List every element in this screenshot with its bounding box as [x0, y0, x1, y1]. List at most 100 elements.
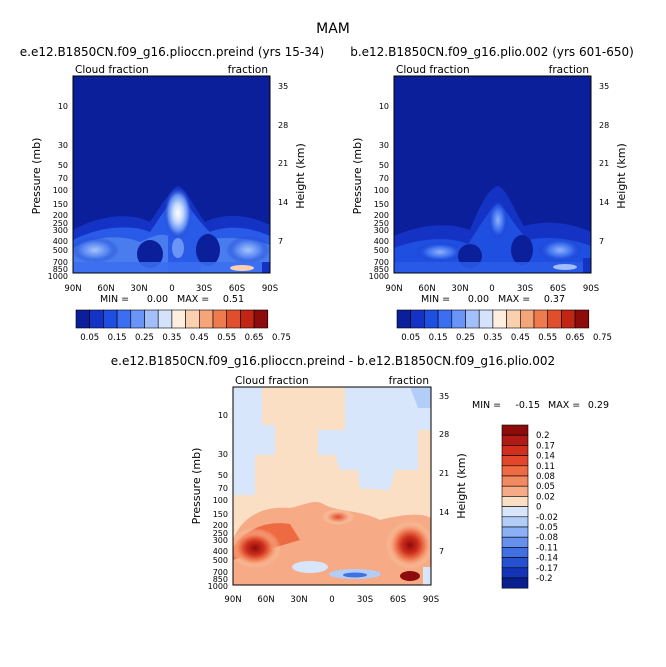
- colorbar-label: 0.08: [536, 472, 555, 482]
- panel-3-x-tick: 30N: [290, 595, 307, 605]
- panel-2-x-tick: 90S: [583, 284, 599, 294]
- panel-2-y-tick: 300: [374, 226, 389, 235]
- panel-1-y-tick: 70: [58, 174, 68, 183]
- colorbar-swatch: [501, 424, 529, 436]
- panel-3-y-tick: 250: [213, 529, 228, 538]
- colorbar-swatch: [501, 475, 529, 487]
- panel-3-height-tick: 21: [439, 469, 449, 478]
- colorbar-label: 0.45: [190, 333, 209, 343]
- panel-1-x-tick: 60N: [97, 284, 114, 294]
- panel-3-max-value: 0.29: [588, 400, 609, 411]
- panel-2-title: b.e12.B1850CN.f09_g16.plio.002 (yrs 601-…: [350, 45, 634, 59]
- panel-2-y-tick: 1000: [369, 272, 389, 281]
- panel-3-y-tick: 10: [218, 411, 228, 420]
- colorbar-swatch: [501, 557, 529, 569]
- colorbar-swatch: [533, 309, 548, 329]
- panel-3-x-tick: 90S: [423, 595, 439, 605]
- colorbar-label: -0.2: [536, 574, 553, 584]
- colorbar-label: 0.75: [272, 333, 291, 343]
- colorbar-swatch: [130, 309, 145, 329]
- colorbar-swatch: [501, 577, 529, 589]
- panel-3-y-tick: 500: [213, 556, 228, 565]
- colorbar-swatch: [501, 506, 529, 518]
- panel-2-y-tick: 50: [379, 161, 389, 170]
- panel-3-y-tick: 850: [213, 575, 228, 584]
- colorbar-label: 0.05: [536, 482, 555, 492]
- panel-1: e.e12.B1850CN.f09_g16.plioccn.preind (yr…: [20, 45, 324, 343]
- panel-1-x-ticks: 90N 60N 30N 0 30S 60S 90S: [64, 284, 278, 294]
- colorbar-label: 0: [536, 503, 541, 513]
- panel-2-x-ticks: 90N 60N 30N 0 30S 60S 90S: [385, 284, 599, 294]
- panel-1-y-tick: 400: [53, 237, 68, 246]
- panel-3-y-axis-label: Pressure (mb): [190, 448, 203, 525]
- colorbar-label: -0.14: [536, 554, 558, 564]
- colorbar-label: 0.25: [456, 333, 475, 343]
- panel-2-y-tick: 850: [374, 265, 389, 274]
- panel-1-y-tick: 150: [53, 200, 68, 209]
- panel-2-colorbar: 0.05 0.15 0.25 0.35 0.45 0.55 0.65 0.75: [396, 309, 612, 343]
- colorbar-swatch: [171, 309, 186, 329]
- panel-1-y-right-ticks: 35 28 21 14 7: [278, 82, 288, 246]
- panel-3-contour-field: [233, 387, 431, 585]
- panel-2-y-axis-label: Pressure (mb): [351, 138, 364, 215]
- colorbar-label: -0.02: [536, 513, 558, 523]
- colorbar-swatch: [437, 309, 453, 329]
- colorbar-swatch: [501, 526, 529, 538]
- colorbar-swatch: [199, 309, 214, 329]
- panel-1-x-tick: 60S: [229, 284, 245, 294]
- panel-3-y-tick: 300: [213, 536, 228, 545]
- colorbar-label: 0.05: [80, 333, 99, 343]
- panel-3-plot-frame: [232, 386, 432, 586]
- panel-1-y-tick: 100: [53, 186, 68, 195]
- colorbar-swatch: [465, 309, 480, 329]
- panel-2-plot-frame: [393, 75, 592, 274]
- colorbar-swatch: [396, 309, 411, 329]
- colorbar-swatch: [89, 309, 104, 329]
- panel-2-y-tick: 70: [379, 174, 389, 183]
- panel-1-height-tick: 14: [278, 198, 288, 207]
- panel-1-height-tick: 21: [278, 159, 288, 168]
- panel-2-min-label: MIN =: [421, 294, 450, 305]
- panel-2-y-tick: 100: [374, 186, 389, 195]
- panel-2-y-right-axis-label: Height (km): [615, 143, 628, 209]
- panel-3: e.e12.B1850CN.f09_g16.plioccn.preind - b…: [111, 354, 609, 605]
- panel-1-y-right-axis-label: Height (km): [294, 143, 307, 209]
- colorbar-swatch: [501, 496, 529, 507]
- panel-2-left-string: Cloud fraction: [396, 64, 470, 76]
- colorbar-swatch: [410, 309, 425, 329]
- panel-3-y-tick: 100: [213, 496, 228, 505]
- panel-1-right-string: fraction: [228, 64, 268, 76]
- panel-2-y-tick: 250: [374, 219, 389, 228]
- colorbar-swatch: [103, 309, 118, 329]
- colorbar-swatch: [501, 455, 529, 467]
- panel-3-colorbar: 0.20.170.140.110.080.050.020-0.02-0.05-0…: [501, 424, 558, 589]
- colorbar-swatch: [157, 309, 173, 329]
- panel-3-min-label: MIN =: [472, 400, 501, 411]
- colorbar-label: -0.05: [536, 523, 558, 533]
- panel-3-x-ticks: 90N 60N 30N 0 30S 60S 90S: [224, 595, 439, 605]
- colorbar-swatch: [424, 309, 439, 329]
- figure-title: MAM: [316, 21, 350, 37]
- panel-1-y-axis-label: Pressure (mb): [30, 138, 43, 215]
- panel-3-height-tick: 28: [439, 430, 449, 439]
- panel-2-contour-field: [394, 76, 591, 273]
- panel-2-x-tick: 30S: [517, 284, 533, 294]
- panel-3-y-tick: 1000: [208, 582, 228, 591]
- panel-2-y-tick: 10: [379, 102, 389, 111]
- panel-2-y-ticks: 10 30 50 70 100 150 200 250 300 400 500 …: [369, 102, 389, 281]
- colorbar-swatch: [501, 485, 529, 497]
- panel-1-y-tick: 500: [53, 246, 68, 255]
- panel-1-y-tick: 1000: [48, 272, 68, 281]
- panel-2-height-tick: 21: [599, 159, 609, 168]
- panel-3-left-string: Cloud fraction: [235, 375, 309, 387]
- panel-2-x-tick: 30N: [451, 284, 468, 294]
- colorbar-label: -0.17: [536, 564, 558, 574]
- panel-3-x-tick: 60N: [257, 595, 274, 605]
- panel-1-left-string: Cloud fraction: [75, 64, 149, 76]
- panel-2-max-label: MAX =: [498, 294, 530, 305]
- colorbar-swatch: [144, 309, 159, 329]
- panel-1-title: e.e12.B1850CN.f09_g16.plioccn.preind (yr…: [20, 45, 324, 59]
- panel-1-x-tick: 90N: [64, 284, 81, 294]
- colorbar-label: 0.65: [245, 333, 264, 343]
- colorbar-swatch: [451, 309, 466, 329]
